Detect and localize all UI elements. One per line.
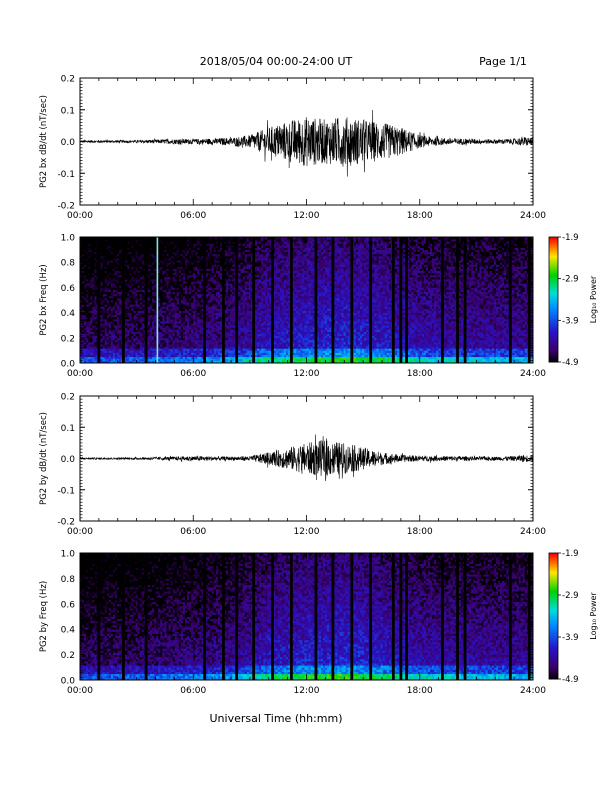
bx-spectrogram-panel: 1.00.80.60.40.20.000:00 06:00 12:00 18:00 24… xyxy=(39,234,546,380)
x-tick-label: 12:00 xyxy=(294,211,320,221)
y-tick-label: 0.1 xyxy=(61,106,75,116)
bx-dbdt-panel: 0.2 0.1 0.0 -0.1 -0.200:00 06:00 12:00 18:00 24:… xyxy=(39,75,546,222)
x-tick-label: 00:00 xyxy=(67,211,93,221)
dbdt-series-line xyxy=(80,110,533,177)
y-axis-label: PG2 bx dB/dt (nT/sec) xyxy=(39,95,49,188)
x-tick-label: 18:00 xyxy=(407,211,433,221)
y-tick-label: -0.2 xyxy=(57,202,75,212)
y-tick-label: 0.2 xyxy=(61,75,75,85)
page-title: 2018/05/04 00:00-24:00 UT xyxy=(200,55,353,68)
y-tick-label: 0.0 xyxy=(61,138,76,148)
figure: 2018/05/04 00:00-24:00 UT Page 1/1 0.20.… xyxy=(0,0,612,792)
page-number: Page 1/1 xyxy=(479,55,527,68)
x-tick-label: 06:00 xyxy=(180,211,206,221)
x-tick-label: 24:00 xyxy=(520,211,546,221)
y-tick-label: -0.1 xyxy=(57,170,75,180)
